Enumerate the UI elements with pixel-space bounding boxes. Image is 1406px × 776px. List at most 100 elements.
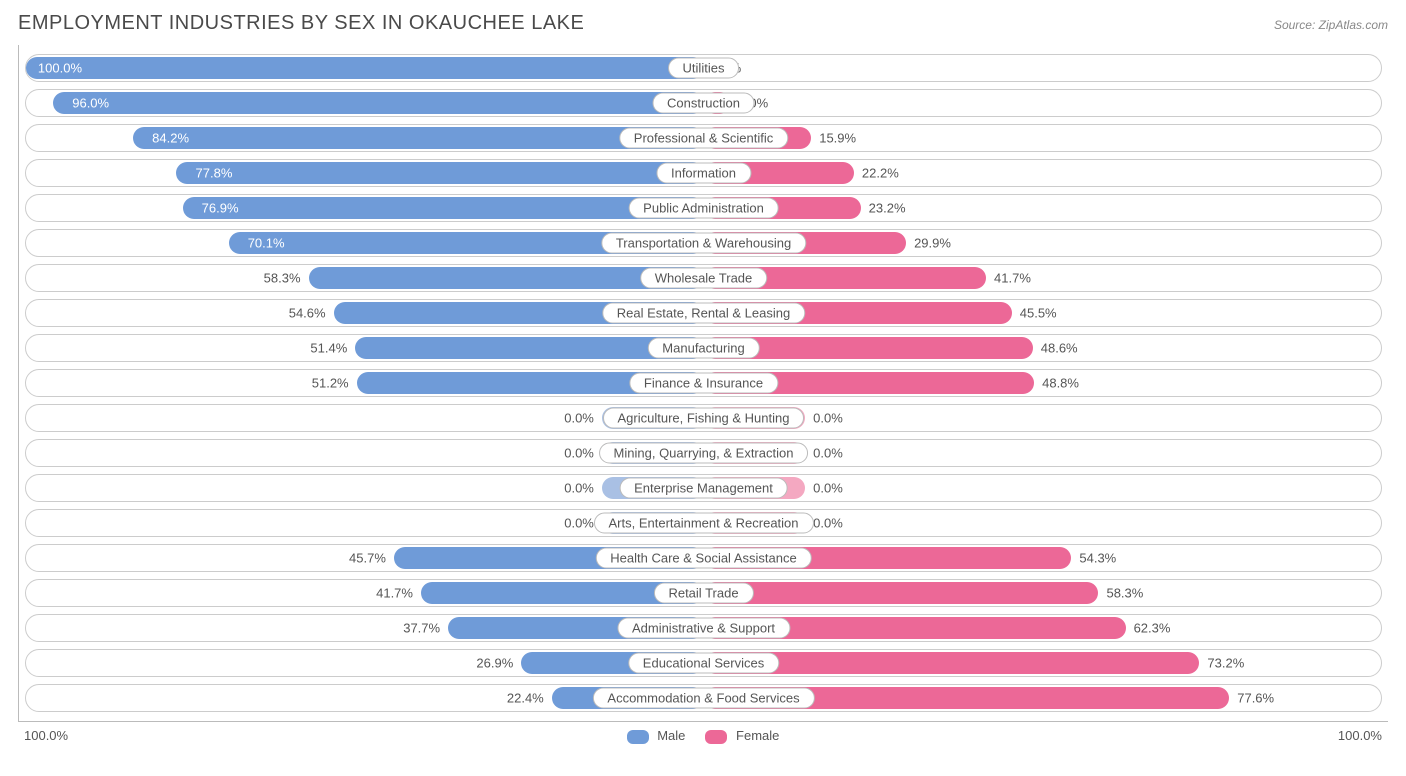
- female-value-label: 0.0%: [813, 516, 843, 531]
- category-label: Accommodation & Food Services: [592, 688, 814, 709]
- male-half: 96.0%: [26, 90, 704, 116]
- male-half: 26.9%: [26, 650, 704, 676]
- female-value-label: 48.6%: [1041, 341, 1078, 356]
- male-bar: [53, 92, 703, 114]
- male-value-label: 26.9%: [476, 656, 513, 671]
- chart-row: 41.7% 58.3% Retail Trade: [25, 579, 1382, 607]
- category-label: Retail Trade: [653, 583, 753, 604]
- legend: Male Female: [627, 728, 780, 744]
- male-half: 76.9%: [26, 195, 704, 221]
- chart-row: 37.7% 62.3% Administrative & Support: [25, 614, 1382, 642]
- category-label: Mining, Quarrying, & Extraction: [599, 443, 809, 464]
- female-value-label: 62.3%: [1134, 621, 1171, 636]
- chart-row: 96.0%4.0%Construction: [25, 89, 1382, 117]
- female-half: 0.0%: [704, 55, 1382, 81]
- category-label: Professional & Scientific: [619, 128, 788, 149]
- male-half: 51.2%: [26, 370, 704, 396]
- legend-female-label: Female: [736, 728, 779, 743]
- male-value-label: 0.0%: [564, 481, 594, 496]
- chart-title: EMPLOYMENT INDUSTRIES BY SEX IN OKAUCHEE…: [18, 12, 584, 35]
- chart-row: 51.4% 48.6% Manufacturing: [25, 334, 1382, 362]
- category-label: Administrative & Support: [617, 618, 790, 639]
- chart-row: 100.0%0.0%Utilities: [25, 54, 1382, 82]
- chart-source: Source: ZipAtlas.com: [1274, 18, 1388, 32]
- female-half: 0.0%: [704, 405, 1382, 431]
- male-value-label: 0.0%: [564, 411, 594, 426]
- category-label: Public Administration: [628, 198, 779, 219]
- chart-row: 0.0% 0.0% Agriculture, Fishing & Hunting: [25, 404, 1382, 432]
- chart-row: 58.3% 41.7% Wholesale Trade: [25, 264, 1382, 292]
- chart-row: 0.0% 0.0%Arts, Entertainment & Recreation: [25, 509, 1382, 537]
- category-label: Agriculture, Fishing & Hunting: [603, 408, 805, 429]
- female-value-label: 15.9%: [819, 131, 856, 146]
- chart-row: 51.2% 48.8% Finance & Insurance: [25, 369, 1382, 397]
- category-label: Information: [656, 163, 751, 184]
- legend-male-swatch: [627, 730, 649, 744]
- female-half: 23.2%: [704, 195, 1382, 221]
- chart-row: 22.4%77.6%Accommodation & Food Services: [25, 684, 1382, 712]
- category-label: Transportation & Warehousing: [601, 233, 806, 254]
- male-bar: [26, 57, 704, 79]
- female-half: 4.0%: [704, 90, 1382, 116]
- female-half: 58.3%: [704, 580, 1382, 606]
- male-half: 84.2%: [26, 125, 704, 151]
- female-value-label: 48.8%: [1042, 376, 1079, 391]
- chart-row: 45.7%54.3%Health Care & Social Assistanc…: [25, 544, 1382, 572]
- male-value-label: 70.1%: [248, 236, 285, 251]
- chart-header: EMPLOYMENT INDUSTRIES BY SEX IN OKAUCHEE…: [18, 12, 1388, 35]
- axis-right-label: 100.0%: [1338, 728, 1382, 743]
- male-value-label: 51.4%: [310, 341, 347, 356]
- male-half: 77.8%: [26, 160, 704, 186]
- female-half: 41.7%: [704, 265, 1382, 291]
- category-label: Finance & Insurance: [629, 373, 778, 394]
- male-value-label: 51.2%: [312, 376, 349, 391]
- chart-row: 70.1% 29.9% Transportation & Warehousing: [25, 229, 1382, 257]
- male-half: 58.3%: [26, 265, 704, 291]
- female-half: 48.6%: [704, 335, 1382, 361]
- male-value-label: 84.2%: [152, 131, 189, 146]
- chart-footer: 100.0% Male Female 100.0%: [18, 722, 1388, 744]
- chart-row: 0.0% 0.0% Mining, Quarrying, & Extraction: [25, 439, 1382, 467]
- category-label: Real Estate, Rental & Leasing: [602, 303, 805, 324]
- female-half: 15.9%: [704, 125, 1382, 151]
- male-half: 51.4%: [26, 335, 704, 361]
- chart-row: 54.6%45.5%Real Estate, Rental & Leasing: [25, 299, 1382, 327]
- female-half: 62.3%: [704, 615, 1382, 641]
- female-value-label: 58.3%: [1106, 586, 1143, 601]
- male-value-label: 22.4%: [507, 691, 544, 706]
- male-value-label: 76.9%: [202, 201, 239, 216]
- category-label: Arts, Entertainment & Recreation: [593, 513, 813, 534]
- female-half: 73.2%: [704, 650, 1382, 676]
- male-half: 41.7%: [26, 580, 704, 606]
- category-label: Educational Services: [628, 653, 779, 674]
- male-value-label: 0.0%: [564, 446, 594, 461]
- male-bar: [183, 197, 704, 219]
- female-value-label: 0.0%: [813, 446, 843, 461]
- female-value-label: 73.2%: [1207, 656, 1244, 671]
- female-half: 45.5%: [704, 300, 1382, 326]
- chart-row: 77.8%22.2%Information: [25, 159, 1382, 187]
- male-value-label: 100.0%: [38, 61, 82, 76]
- legend-female-swatch: [705, 730, 727, 744]
- chart-row: 0.0% 0.0% Enterprise Management: [25, 474, 1382, 502]
- diverging-bar-chart: 100.0%0.0%Utilities96.0%4.0%Construction…: [18, 45, 1388, 722]
- chart-row: 26.9% 73.2% Educational Services: [25, 649, 1382, 677]
- male-value-label: 0.0%: [564, 516, 594, 531]
- chart-row: 84.2% 15.9% Professional & Scientific: [25, 124, 1382, 152]
- male-half: 37.7%: [26, 615, 704, 641]
- female-value-label: 54.3%: [1079, 551, 1116, 566]
- legend-female: Female: [705, 728, 779, 744]
- female-value-label: 0.0%: [813, 481, 843, 496]
- axis-left-label: 100.0%: [24, 728, 68, 743]
- female-half: 48.8%: [704, 370, 1382, 396]
- male-value-label: 96.0%: [72, 96, 109, 111]
- female-value-label: 0.0%: [813, 411, 843, 426]
- male-value-label: 37.7%: [403, 621, 440, 636]
- category-label: Wholesale Trade: [640, 268, 768, 289]
- category-label: Manufacturing: [647, 338, 759, 359]
- male-value-label: 45.7%: [349, 551, 386, 566]
- female-value-label: 29.9%: [914, 236, 951, 251]
- category-label: Enterprise Management: [619, 478, 788, 499]
- female-value-label: 41.7%: [994, 271, 1031, 286]
- female-half: 0.0%: [704, 475, 1382, 501]
